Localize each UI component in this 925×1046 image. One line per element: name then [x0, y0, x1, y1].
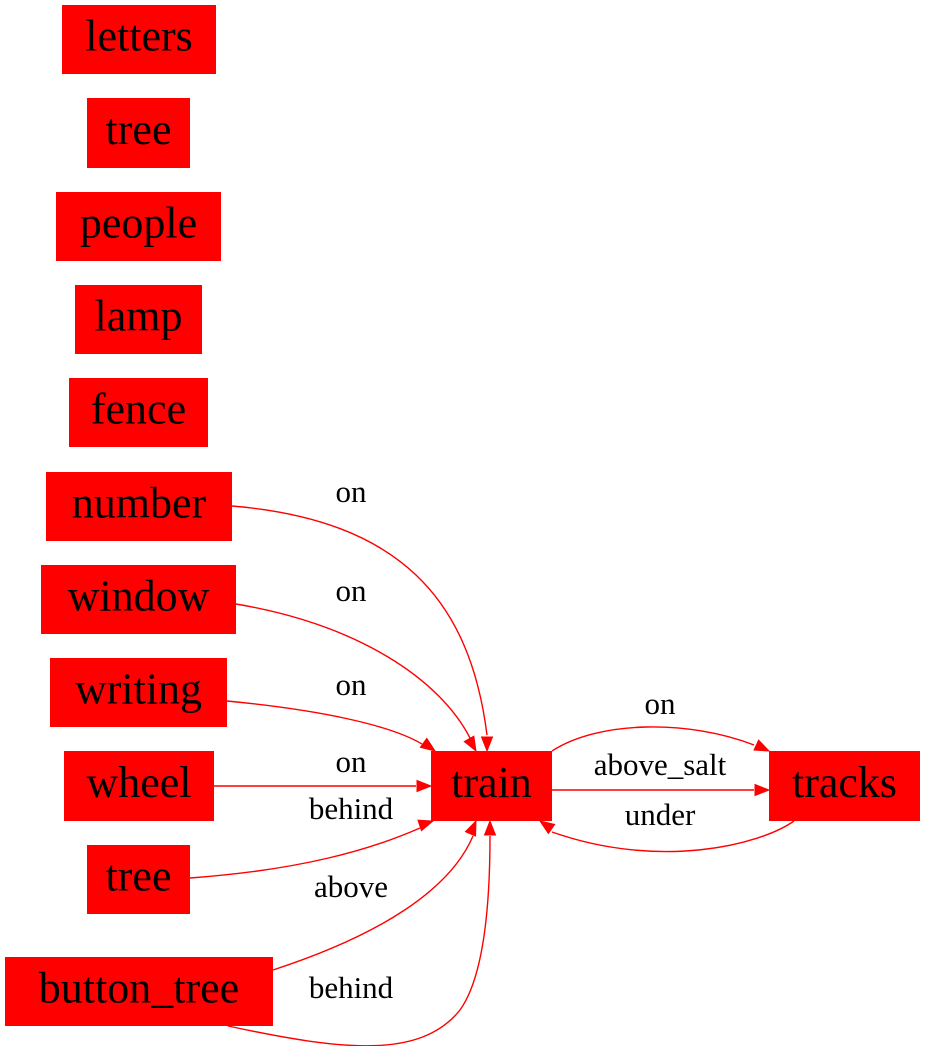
- edge-tracks-train-under: under: [538, 797, 795, 853]
- node-tree1[interactable]: tree: [87, 98, 190, 168]
- node-box[interactable]: [64, 751, 214, 821]
- edge-label: under: [625, 797, 696, 832]
- node-box[interactable]: [41, 565, 236, 634]
- edge-line: [551, 820, 795, 853]
- node-lamp[interactable]: lamp: [75, 285, 202, 354]
- node-train[interactable]: train: [431, 751, 552, 821]
- arrowhead-icon: [416, 779, 433, 793]
- edge-label: on: [336, 573, 368, 608]
- node-label: tree: [106, 105, 172, 154]
- edge-label: behind: [309, 970, 394, 1005]
- node-label: window: [68, 572, 210, 621]
- node-label: button_tree: [39, 964, 239, 1013]
- node-box[interactable]: [56, 192, 221, 261]
- node-tree2[interactable]: tree: [87, 845, 190, 914]
- edge-line: [227, 835, 491, 1046]
- edge-train-tracks-above_salt: above_salt: [552, 747, 771, 797]
- edge-label: behind: [309, 791, 394, 826]
- edge-label: on: [645, 686, 677, 721]
- edge-number-train: on: [231, 474, 494, 753]
- node-box[interactable]: [75, 285, 202, 354]
- node-box[interactable]: [5, 957, 273, 1026]
- edge-writing-train: on: [226, 667, 437, 752]
- node-letters[interactable]: letters: [62, 5, 216, 74]
- node-people[interactable]: people: [56, 192, 221, 261]
- node-button_tree[interactable]: button_tree: [5, 957, 273, 1026]
- node-box[interactable]: [62, 5, 216, 74]
- edge-tree2-train: behind: [189, 791, 435, 879]
- edge-button_tree-train-above: above: [272, 819, 477, 971]
- node-box[interactable]: [50, 658, 227, 727]
- arrowhead-icon: [419, 737, 437, 752]
- arrowhead-icon: [483, 819, 497, 836]
- node-box[interactable]: [87, 845, 190, 914]
- edge-line: [189, 827, 421, 879]
- arrowhead-icon: [754, 783, 771, 797]
- node-fence[interactable]: fence: [69, 378, 208, 447]
- edge-line: [231, 505, 488, 736]
- node-number[interactable]: number: [46, 472, 232, 541]
- arrowhead-icon: [480, 736, 494, 753]
- node-box[interactable]: [69, 378, 208, 447]
- arrowhead-icon: [753, 739, 771, 752]
- node-writing[interactable]: writing: [50, 658, 227, 727]
- edge-line: [235, 603, 471, 739]
- edge-button_tree-train-behind: behind: [227, 819, 497, 1046]
- arrowhead-icon: [463, 735, 477, 753]
- edge-label: on: [336, 667, 368, 702]
- edge-label: on: [336, 474, 368, 509]
- node-label: letters: [85, 12, 193, 61]
- node-label: number: [72, 479, 207, 528]
- edge-line: [551, 726, 755, 752]
- node-box[interactable]: [46, 472, 232, 541]
- node-label: lamp: [95, 292, 183, 341]
- node-box[interactable]: [87, 98, 190, 168]
- arrowhead-icon: [417, 819, 435, 832]
- edge-label: on: [336, 744, 368, 779]
- edge-label: above: [314, 869, 388, 904]
- nodes-layer: letters tree people lamp fence number window wr…: [5, 5, 920, 1026]
- node-label: tracks: [792, 758, 897, 807]
- node-tracks[interactable]: tracks: [769, 751, 920, 821]
- node-label: writing: [75, 665, 202, 714]
- edge-train-tracks-on: on: [551, 686, 771, 752]
- edge-window-train: on: [235, 573, 477, 753]
- arrowhead-icon: [538, 820, 556, 835]
- node-label: people: [80, 199, 197, 248]
- node-window[interactable]: window: [41, 565, 236, 634]
- edge-line: [272, 835, 474, 971]
- edge-label: above_salt: [594, 747, 727, 782]
- node-label: tree: [106, 852, 172, 901]
- arrowhead-icon: [464, 819, 477, 837]
- node-label: train: [451, 758, 532, 807]
- node-wheel[interactable]: wheel: [64, 751, 214, 821]
- node-box[interactable]: [769, 751, 920, 821]
- edges-layer: on on on on behind above behind on above_saltund…: [189, 474, 795, 1046]
- node-label: wheel: [86, 758, 191, 807]
- edge-wheel-train: on: [214, 744, 433, 793]
- edge-line: [226, 700, 423, 745]
- node-label: fence: [91, 385, 186, 434]
- node-box[interactable]: [431, 751, 552, 821]
